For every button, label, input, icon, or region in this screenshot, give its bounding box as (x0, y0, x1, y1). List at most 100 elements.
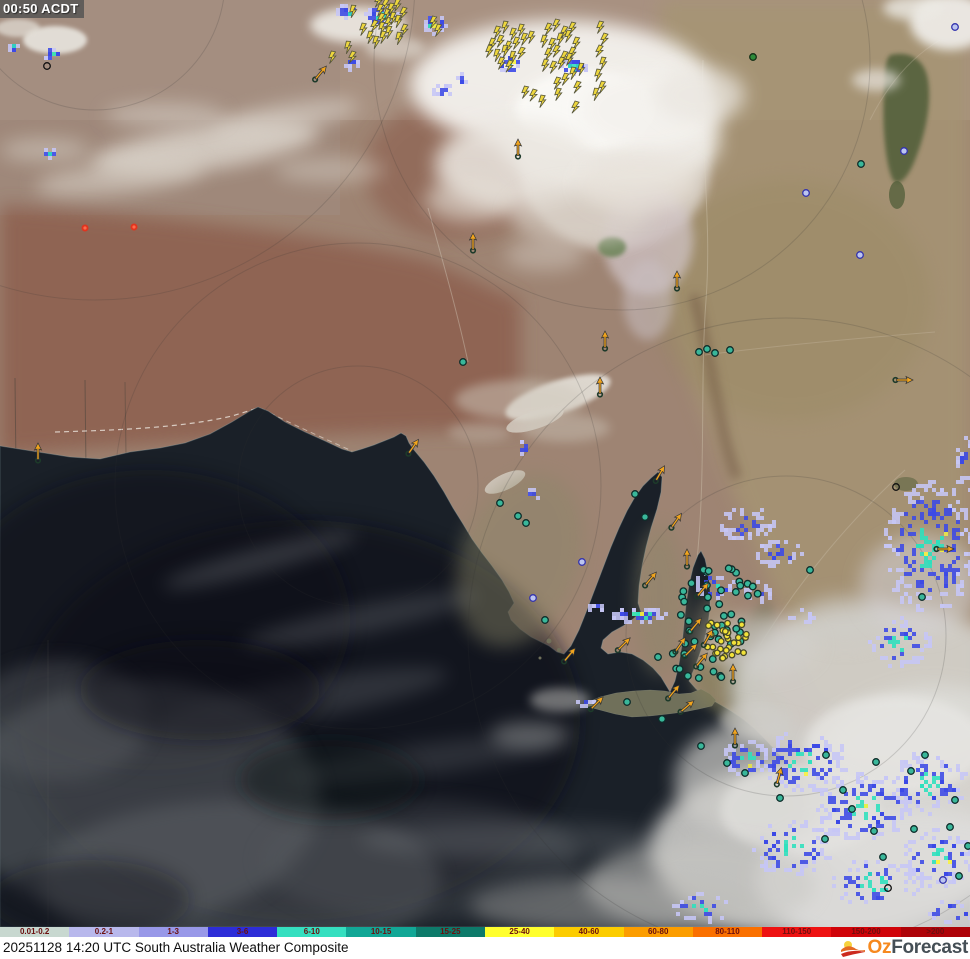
radar-echo-cluster (788, 608, 816, 624)
wind-barb-icon (730, 727, 740, 749)
lightning-icon (577, 62, 586, 77)
station-marker-teal (680, 597, 689, 606)
scale-segment: 60-80 (623, 927, 693, 937)
lightning-icon (565, 52, 574, 66)
lightning-icon (377, 12, 386, 26)
scale-segment-label: 10-15 (370, 927, 392, 936)
scale-segment: 1-3 (138, 927, 208, 937)
radar-echo-cluster (528, 488, 540, 500)
scale-segment: 10-15 (346, 927, 416, 937)
lightning-icon (598, 80, 607, 94)
station-marker-teal (951, 796, 959, 804)
station-marker-teal (821, 835, 829, 843)
lightning-icon (434, 23, 443, 37)
station-marker-teal (704, 567, 713, 575)
lightning-icon (366, 30, 375, 44)
lightning-icon (509, 27, 518, 41)
station-marker-yellow (722, 646, 730, 654)
wind-barb-icon (700, 629, 713, 648)
station-marker-yellow (713, 621, 721, 629)
station-marker-teal (679, 587, 688, 596)
lightning-icon (548, 37, 557, 51)
station-marker-teal (687, 579, 696, 588)
wind-barb-icon (728, 663, 738, 685)
rainfall-scale-bar: 0.01-0.2 0.2-1 1-3 3-6 6-10 10-15 15-25 25-40 40… (0, 927, 970, 937)
wind-barb-icon (614, 637, 631, 654)
lightning-icon (328, 50, 337, 64)
brand-forecast: Forecast (891, 937, 968, 958)
station-marker-teal (694, 674, 703, 682)
station-marker-teal (776, 794, 784, 802)
station-marker-teal (955, 872, 963, 880)
station-marker-teal (731, 588, 740, 596)
station-marker-teal (703, 604, 712, 613)
lightning-icon (505, 59, 514, 73)
radar-echo-cluster (612, 608, 668, 624)
lightning-icon (552, 18, 561, 32)
station-marker-teal (697, 742, 705, 750)
radar-range-ring (114, 242, 602, 730)
wind-barb-icon (672, 636, 686, 655)
wind-barb-icon (687, 617, 702, 635)
station-marker-teal (839, 786, 847, 794)
lightning-icon (374, 0, 383, 8)
lightning-icon (544, 47, 553, 61)
lightning-icon (349, 4, 358, 19)
wind-barb-icon (587, 696, 604, 713)
station-marker-teal (717, 586, 726, 595)
scale-segment: 0.2-1 (69, 927, 139, 937)
lightning-icon (429, 15, 438, 29)
lightning-icon (553, 76, 562, 90)
station-marker-yellow (738, 621, 746, 629)
lightning-icon (595, 44, 604, 58)
wind-barb-icon (405, 438, 419, 457)
station-marker-teal (711, 349, 719, 357)
station-marker-teal (522, 519, 530, 527)
ozforecast-logo-icon (840, 941, 865, 957)
scale-segment-label: 25-40 (509, 927, 530, 936)
wind-barb-icon (668, 512, 682, 531)
station-marker-violet (856, 251, 864, 259)
station-marker-teal (703, 593, 712, 602)
radar-range-rings (0, 0, 970, 927)
lightning-icon (544, 22, 553, 36)
station-marker-teal (726, 346, 734, 354)
station-marker-teal (496, 499, 504, 507)
lightning-icon (497, 56, 506, 70)
station-marker-teal (514, 512, 522, 520)
station-marker-teal (822, 751, 830, 759)
wind-barb-icon (33, 442, 43, 464)
scale-segment-label: 150-200 (851, 927, 881, 936)
lightning-icon (521, 85, 530, 99)
station-marker-violet (951, 23, 959, 31)
lightning-icon (389, 11, 398, 25)
lightning-icon (568, 21, 577, 35)
station-marker-teal (741, 769, 749, 777)
wind-barb-icon (933, 544, 955, 554)
lightning-icon (564, 29, 573, 43)
scale-segment-label: 0.2-1 (94, 927, 114, 936)
wind-barb-icon (642, 571, 657, 589)
station-marker-violet (529, 594, 537, 602)
radar-echo-cluster (928, 900, 970, 924)
station-marker-teal (684, 617, 693, 626)
lightning-icon (596, 20, 605, 34)
station-marker-violet (900, 147, 908, 155)
radar-echo-cluster (520, 440, 528, 456)
station-marker-teal (641, 513, 649, 521)
weather-station-layer (43, 23, 970, 892)
scale-segment-label: 40-60 (578, 927, 600, 936)
station-marker-teal (623, 698, 631, 706)
station-marker-teal (946, 823, 954, 831)
station-marker-teal (910, 825, 918, 833)
ozforecast-logo-link[interactable]: Oz Forecast (840, 937, 968, 959)
lightning-icon (348, 50, 357, 64)
lightning-icon (549, 60, 558, 74)
wind-barb-icon (468, 232, 478, 254)
station-marker-teal (723, 759, 731, 767)
station-marker-teal (724, 564, 733, 573)
scale-segment: 0.01-0.2 (0, 927, 70, 937)
lightning-icon (540, 34, 549, 48)
lightning-icon (501, 44, 510, 59)
station-marker-yellow (728, 651, 736, 659)
